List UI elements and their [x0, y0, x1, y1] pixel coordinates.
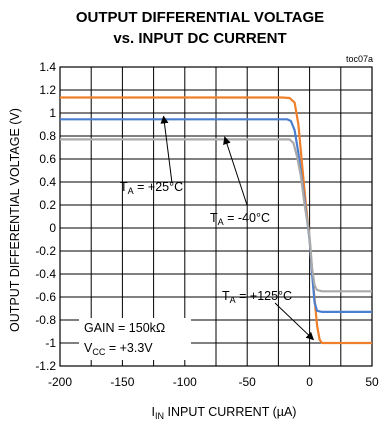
x-tick-label: -50: [239, 375, 257, 389]
y-tick-label: 0.8: [39, 129, 56, 143]
series-lines: [60, 96, 372, 345]
temperature-subscript: A: [230, 295, 236, 305]
vcc-subscript: CC: [92, 347, 105, 357]
chart-title-line2: vs. INPUT DC CURRENT: [113, 30, 286, 47]
y-tick-label: 0.4: [39, 175, 56, 189]
temperature-value: = +25°C: [134, 180, 183, 194]
conditions-box: [79, 318, 191, 360]
figure-id: toc07a: [346, 54, 373, 64]
temperature-symbol: T: [120, 180, 128, 194]
plot-frame: [59, 66, 373, 367]
y-tick-label: -0.2: [35, 244, 56, 258]
vcc-value: = +3.3V: [105, 341, 153, 355]
y-tick-label: -0.4: [35, 267, 56, 281]
x-axis-label-symbol: I: [152, 405, 155, 419]
temperature-symbol: T: [222, 289, 230, 303]
y-tick-label: -1.2: [35, 359, 56, 373]
y-axis-label: OUTPUT DIFFERENTIAL VOLTAGE (V): [8, 108, 22, 332]
y-tick-label: -0.6: [35, 290, 56, 304]
chart-title-line1: OUTPUT DIFFERENTIAL VOLTAGE: [76, 9, 324, 26]
temperature-label: TA = +25°C: [120, 180, 183, 196]
grid: [59, 66, 373, 367]
annotation-labels: TA = +25°CTA = -40°CTA = +125°C: [120, 180, 292, 305]
vcc-symbol: V: [84, 341, 93, 355]
x-tick-label: -200: [48, 375, 72, 389]
temperature-value: = +125°C: [236, 289, 292, 303]
x-axis-label: IIN INPUT CURRENT (µA): [152, 405, 297, 421]
temperature-value: = -40°C: [224, 211, 270, 225]
y-tick-label: 1.2: [39, 83, 56, 97]
annotation-arrow: [274, 302, 315, 341]
annotation-arrows: [160, 115, 315, 341]
annotation-arrow: [223, 136, 248, 206]
temperature-symbol: T: [210, 211, 218, 225]
tick-labels: -200 -150 -100 -50 0 50 1.4 1.2 1 0.8 0.6 0.4 0.2 0 -0…: [35, 60, 379, 389]
x-tick-label: 50: [365, 375, 379, 389]
temperature-subscript: A: [218, 217, 224, 227]
temperature-label: TA = +125°C: [222, 289, 292, 305]
x-tick-label: -150: [110, 375, 134, 389]
x-axis-label-subscript: IN: [155, 411, 164, 421]
temperature-subscript: A: [128, 186, 134, 196]
y-tick-label: 0.6: [39, 152, 56, 166]
series-line: [60, 138, 372, 293]
gain-label: GAIN = 150kΩ: [84, 321, 165, 335]
x-axis-label-text: INPUT CURRENT (µA): [164, 405, 296, 419]
y-tick-label: -1: [45, 336, 56, 350]
vcc-label: VCC = +3.3V: [84, 341, 153, 357]
temperature-label: TA = -40°C: [210, 211, 270, 227]
annotation-arrow: [160, 115, 173, 184]
y-tick-label: -0.8: [35, 313, 56, 327]
x-tick-label: -100: [173, 375, 197, 389]
y-tick-label: 1: [49, 106, 56, 120]
y-tick-label: 0.2: [39, 198, 56, 212]
y-tick-label: 1.4: [39, 60, 56, 74]
x-tick-label: 0: [306, 375, 313, 389]
y-tick-label: 0: [49, 221, 56, 235]
